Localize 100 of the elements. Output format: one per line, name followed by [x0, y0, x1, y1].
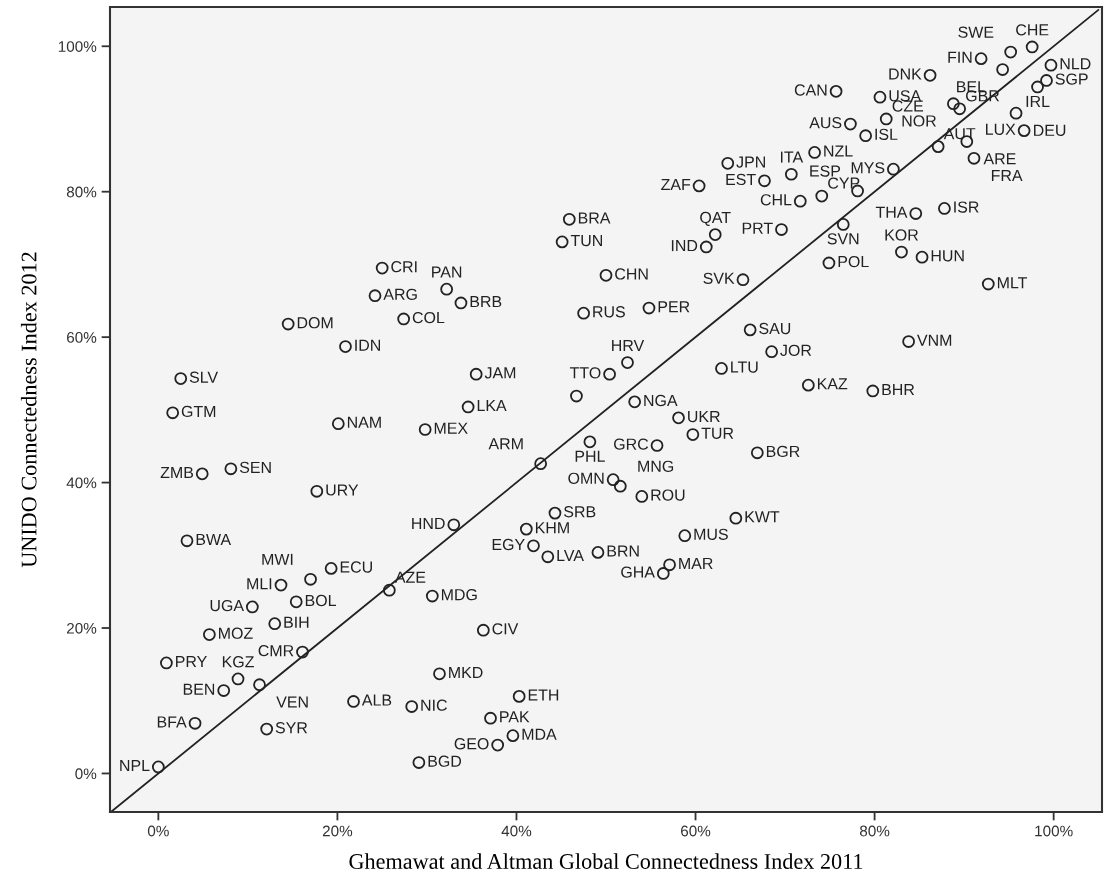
data-label: NOR [902, 115, 936, 127]
data-label: EGY [492, 538, 525, 551]
data-label: BIH [284, 616, 309, 628]
y-tick-label: 20% [67, 622, 97, 634]
data-label: KAZ [817, 378, 848, 390]
data-label: IND [671, 240, 698, 252]
data-label: TTO [569, 367, 601, 379]
x-tick-label: 100% [1035, 825, 1073, 837]
data-label: NZL [824, 145, 853, 157]
data-label: EST [726, 173, 756, 186]
data-label: SYR [275, 722, 308, 734]
data-label: PRY [176, 656, 207, 668]
data-label: QAT [700, 211, 731, 226]
data-label: KGZ [222, 656, 254, 668]
data-label: CAN [794, 84, 827, 96]
data-label: UKR [688, 411, 720, 423]
data-label: ROU [651, 489, 685, 501]
data-label: ZAF [661, 179, 691, 191]
data-label: USA [889, 90, 922, 102]
data-label: COL [412, 311, 445, 324]
data-label: MDG [441, 589, 477, 601]
data-label: MWI [262, 553, 293, 565]
data-label: BRA [578, 212, 611, 224]
data-label: BGD [428, 755, 462, 767]
x-axis-title: Ghemawat and Altman Global Connectedness Index 2011 [349, 853, 863, 869]
data-label: BGR [766, 445, 800, 458]
data-label: ZMB [160, 467, 194, 478]
data-label: AUS [809, 117, 842, 129]
data-label: BWA [196, 533, 232, 545]
x-tick-label: 60% [681, 825, 711, 837]
data-label: MEX [434, 422, 468, 434]
data-label: FIN [948, 51, 972, 63]
data-label: NGA [644, 394, 678, 407]
data-label: SWE [958, 26, 994, 38]
data-label: BEN [183, 683, 215, 695]
data-label: KWT [745, 511, 780, 523]
data-label: MOZ [219, 627, 253, 639]
data-label: THA [875, 206, 908, 218]
x-tick-label: 20% [322, 825, 353, 837]
data-label: FRA [991, 169, 1023, 181]
data-label: HRV [612, 339, 645, 351]
data-label: ITA [780, 151, 804, 163]
data-label: SGP [1055, 73, 1088, 85]
data-label: DNK [889, 68, 922, 80]
data-label: NIC [421, 699, 447, 711]
data-label: DEU [1034, 124, 1066, 137]
data-label: MLT [997, 277, 1028, 289]
data-label: MAR [679, 557, 713, 569]
data-label: HUN [931, 250, 964, 262]
x-tick-label: 40% [501, 825, 532, 837]
data-label: ECU [340, 561, 372, 573]
data-label: ALB [361, 694, 392, 706]
data-label: JOR [780, 344, 812, 356]
data-label: CZE [892, 100, 924, 112]
data-label: DOM [297, 317, 333, 329]
y-tick-label: 60% [67, 332, 97, 343]
data-label: PRT [742, 222, 773, 234]
data-label: LVA [557, 549, 584, 561]
data-label: OMN [568, 472, 604, 484]
data-label: CMR [258, 645, 294, 657]
data-label: BFA [157, 716, 187, 728]
data-label: BRN [607, 545, 639, 557]
data-label: TUN [570, 235, 602, 247]
data-label: UGA [210, 599, 244, 612]
data-label: ARM [488, 438, 523, 450]
data-label: MUS [694, 528, 728, 540]
data-label: GRC [614, 438, 649, 450]
data-label: KHM [535, 522, 569, 534]
data-label: CYP [828, 177, 860, 189]
data-label: IDN [355, 339, 380, 351]
data-label: VEN [276, 696, 308, 708]
y-tick-label: 100% [58, 41, 97, 52]
data-label: ETH [528, 689, 559, 701]
data-label: BOL [305, 594, 336, 607]
x-tick-label: 80% [859, 825, 890, 837]
data-label: SVN [827, 233, 859, 245]
data-label: MKD [449, 666, 483, 678]
x-tick-label: 0% [147, 825, 169, 837]
data-label: CHL [760, 194, 792, 206]
data-label: SAU [759, 322, 791, 335]
data-label: ESP [810, 165, 841, 177]
y-tick-label: 40% [66, 477, 97, 489]
data-label: MLI [247, 578, 272, 590]
data-label: LTU [731, 361, 758, 373]
data-label: VNM [917, 334, 952, 346]
data-label: BHR [882, 384, 915, 396]
data-label: SVK [703, 272, 735, 284]
data-label: CIV [492, 623, 519, 635]
data-label: JPN [736, 156, 765, 168]
data-label: NLD [1060, 58, 1091, 70]
data-label: GHA [621, 566, 655, 578]
data-label: ARG [383, 288, 417, 300]
data-label: RUS [593, 306, 625, 318]
data-label: POL [838, 255, 869, 268]
data-label: HND [412, 517, 445, 529]
data-label: ISL [875, 128, 898, 140]
data-label: BRB [470, 296, 502, 308]
data-label: PER [658, 301, 690, 313]
data-label: CHN [615, 268, 648, 280]
data-label: ARE [983, 153, 1016, 165]
